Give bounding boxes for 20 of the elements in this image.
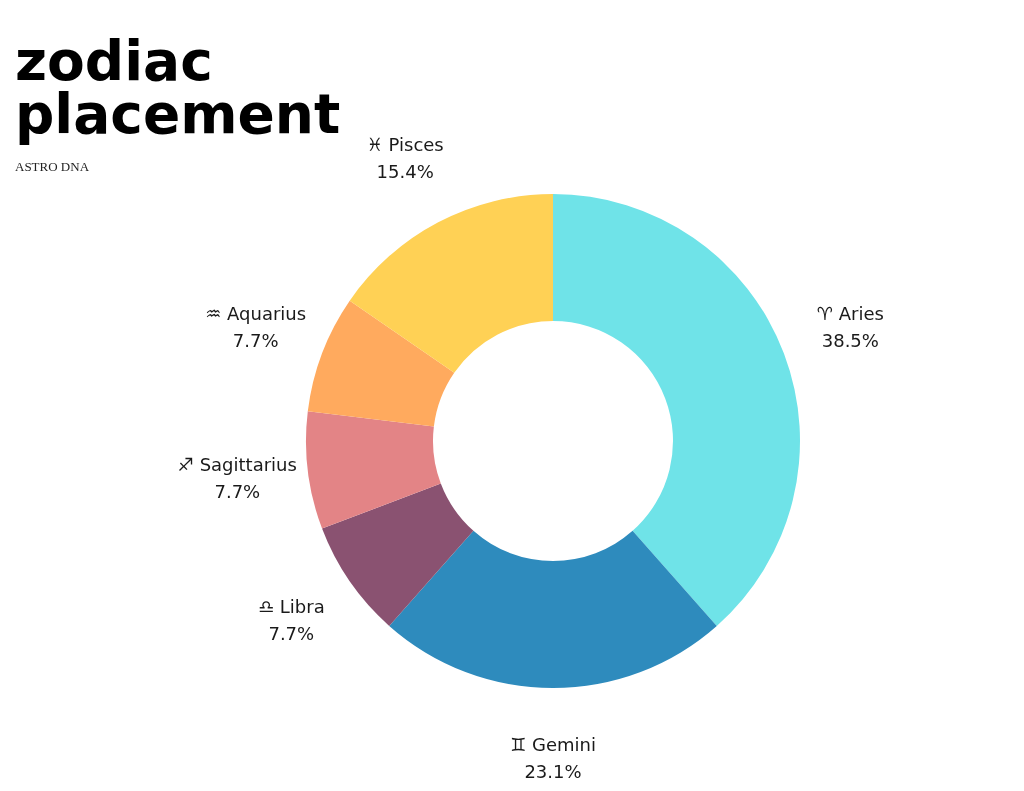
donut-slice <box>349 194 553 373</box>
donut-slice <box>307 300 455 427</box>
slice-label: ♎ Libra <box>257 596 325 618</box>
slice-label: ♒ Aquarius <box>205 302 307 324</box>
donut-slice <box>322 483 474 626</box>
slice-label: ♓ Pisces <box>366 133 444 155</box>
slice-label: ♈ Aries <box>816 302 884 324</box>
data-label: 7.7% <box>232 329 279 351</box>
data-label: 38.5% <box>821 329 879 351</box>
data-label: 15.4% <box>376 160 434 182</box>
data-label: 7.7% <box>214 480 261 502</box>
slice-label: ♐ Sagittarius <box>177 453 297 475</box>
slice-label: ♊ Gemini <box>510 733 596 755</box>
donut-slice <box>389 530 717 688</box>
donut-slice <box>306 411 441 529</box>
text: ASTRO DNA <box>15 159 90 174</box>
donut-slice <box>553 194 800 626</box>
data-label: 7.7% <box>268 623 315 645</box>
data-label: 23.1% <box>524 760 582 782</box>
chart-title: zodiac placement <box>15 29 341 146</box>
